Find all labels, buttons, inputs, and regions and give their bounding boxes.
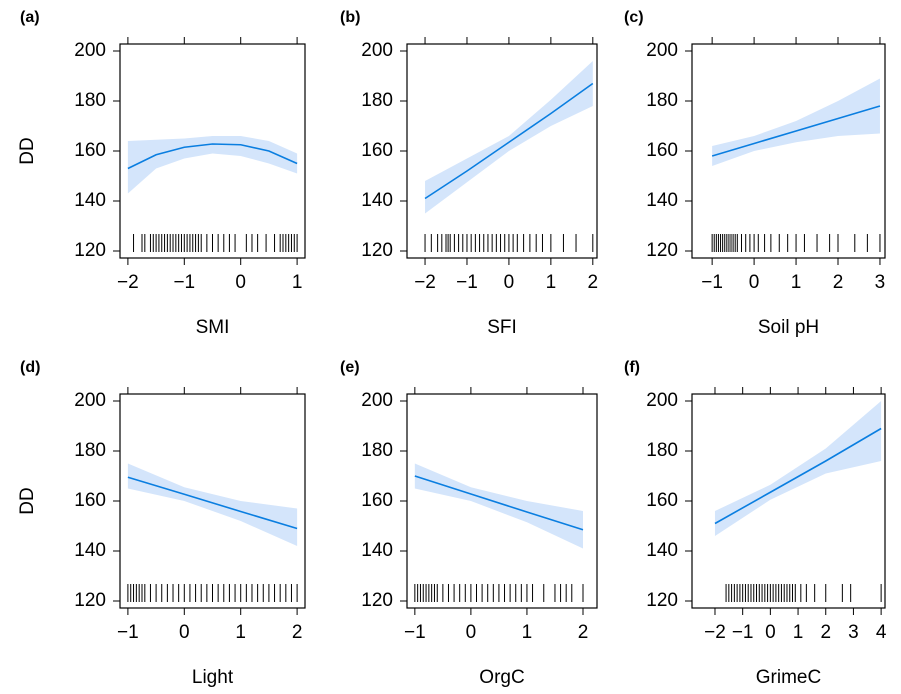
panel-label: (b) [340, 9, 360, 26]
y-tick-label: 180 [646, 440, 678, 461]
x-tick-label: 1 [292, 272, 303, 293]
y-tick-label: 200 [74, 40, 106, 61]
x-tick-label: 0 [235, 272, 246, 293]
x-axis-label: Light [192, 667, 234, 688]
x-axis-label: OrgC [479, 667, 524, 688]
fit-line [414, 475, 584, 531]
y-tick-label: 140 [361, 540, 393, 561]
x-tick-label: −1 [701, 272, 723, 293]
x-tick-label: 2 [833, 272, 844, 293]
y-tick-label: 180 [74, 440, 106, 461]
y-tick-label: 140 [74, 540, 106, 561]
y-tick-label: 160 [74, 140, 106, 161]
x-tick-label: 3 [875, 272, 886, 293]
x-tick-label: 0 [749, 272, 760, 293]
confidence-band [127, 463, 298, 546]
y-tick-label: 180 [361, 440, 393, 461]
panel-label: (f) [624, 359, 640, 376]
x-tick-label: 2 [292, 622, 303, 643]
x-axis-label: SFI [487, 317, 517, 338]
x-tick-label: −1 [117, 622, 139, 643]
y-tick-label: 160 [646, 140, 678, 161]
y-axis-label: DD [17, 487, 38, 514]
y-tick-label: 160 [646, 490, 678, 511]
y-tick-label: 120 [361, 240, 393, 261]
y-axis-label: DD [17, 137, 38, 164]
x-tick-label: 1 [522, 622, 533, 643]
fit-line [711, 105, 881, 157]
y-tick-label: 140 [74, 190, 106, 211]
confidence-band [712, 78, 880, 166]
y-tick-label: 120 [646, 240, 678, 261]
x-tick-label: −1 [404, 622, 426, 643]
x-tick-label: 1 [793, 622, 804, 643]
x-tick-label: −1 [456, 272, 478, 293]
y-tick-label: 200 [646, 40, 678, 61]
confidence-band [714, 401, 882, 536]
y-tick-label: 140 [361, 190, 393, 211]
x-tick-label: 2 [578, 622, 589, 643]
y-tick-label: 200 [361, 390, 393, 411]
y-tick-label: 140 [646, 190, 678, 211]
y-tick-label: 160 [361, 490, 393, 511]
y-tick-label: 180 [74, 90, 106, 111]
y-tick-label: 120 [74, 240, 106, 261]
x-tick-label: −2 [117, 272, 139, 293]
fit-line [127, 476, 298, 530]
y-tick-label: 120 [361, 590, 393, 611]
fit-line [714, 427, 882, 525]
x-axis-label: SMI [196, 317, 230, 338]
y-tick-label: 200 [74, 390, 106, 411]
x-tick-label: 2 [820, 622, 831, 643]
y-tick-label: 200 [361, 40, 393, 61]
x-tick-label: 0 [466, 622, 477, 643]
y-tick-label: 180 [361, 90, 393, 111]
x-tick-label: 4 [876, 622, 887, 643]
x-tick-label: −1 [173, 272, 195, 293]
x-tick-label: 0 [179, 622, 190, 643]
x-tick-label: 0 [765, 622, 776, 643]
x-tick-label: −1 [732, 622, 754, 643]
confidence-band [414, 463, 583, 549]
x-tick-label: 1 [235, 622, 246, 643]
x-tick-label: 0 [504, 272, 515, 293]
panel-label: (e) [340, 359, 360, 376]
x-tick-label: 1 [546, 272, 557, 293]
fit-line [127, 143, 298, 170]
y-tick-label: 120 [74, 590, 106, 611]
x-tick-label: 3 [848, 622, 859, 643]
x-axis-label: Soil pH [758, 317, 819, 338]
y-tick-label: 160 [361, 140, 393, 161]
y-tick-label: 160 [74, 490, 106, 511]
panel-label: (a) [20, 9, 40, 26]
panel-label: (d) [20, 359, 40, 376]
x-axis-label: GrimeC [756, 667, 821, 688]
confidence-band [425, 61, 593, 214]
x-tick-label: 2 [588, 272, 599, 293]
y-tick-label: 180 [646, 90, 678, 111]
y-tick-label: 120 [646, 590, 678, 611]
x-tick-label: 1 [791, 272, 802, 293]
x-tick-label: −2 [414, 272, 436, 293]
x-tick-label: −2 [704, 622, 726, 643]
y-tick-label: 140 [646, 540, 678, 561]
panel-label: (c) [624, 9, 644, 26]
fit-line [424, 82, 594, 200]
y-tick-label: 200 [646, 390, 678, 411]
